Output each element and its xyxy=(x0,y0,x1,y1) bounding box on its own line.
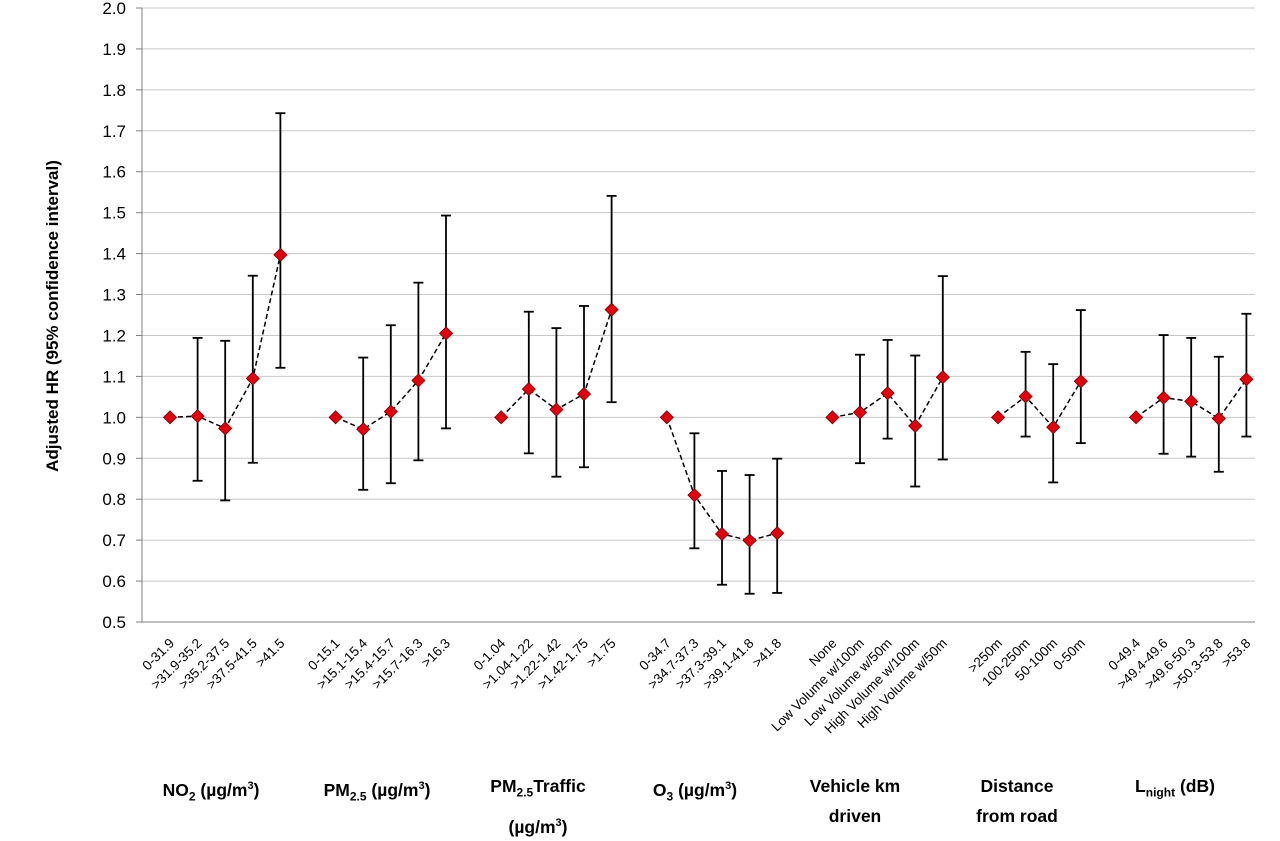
hr-point xyxy=(576,386,592,402)
group-label-distance: Distance from road xyxy=(976,776,1058,826)
y-tick-label: 1.2 xyxy=(102,326,126,345)
y-tick-label: 0.9 xyxy=(102,449,126,468)
hr-point xyxy=(1073,374,1088,389)
group-label-lnight: Lnight (dB) xyxy=(1135,776,1215,800)
y-tick-label: 1.0 xyxy=(102,408,126,427)
hr-point xyxy=(549,402,564,417)
hr-point xyxy=(1239,372,1254,387)
y-tick-label: 1.1 xyxy=(102,367,126,386)
hr-point xyxy=(1128,410,1144,425)
hr-point xyxy=(356,422,371,437)
hr-point xyxy=(825,410,840,425)
hr-point xyxy=(852,405,868,420)
series-line xyxy=(832,376,944,428)
y-tick-label: 0.8 xyxy=(102,490,126,509)
y-tick-label: 1.3 xyxy=(102,286,126,305)
category-label: >16.3 xyxy=(418,636,453,671)
category-label: >41.5 xyxy=(253,636,288,671)
hr-point xyxy=(521,382,536,397)
hr-point xyxy=(1046,420,1061,435)
y-tick-label: 1.6 xyxy=(102,163,126,182)
hr-point xyxy=(604,302,619,317)
hr-point xyxy=(687,488,702,503)
hr-point xyxy=(245,371,260,386)
data-series xyxy=(162,112,1254,595)
hr-point xyxy=(714,526,730,542)
group-label-vehicle-km: Vehicle km driven xyxy=(809,776,901,826)
hr-point xyxy=(742,533,757,548)
hr-point xyxy=(218,421,233,436)
group-label-pm25: PM2.5 (µg/m3) xyxy=(323,779,431,804)
series-line xyxy=(335,333,447,431)
category-label: >53.8 xyxy=(1219,636,1254,671)
y-tick-label: 0.6 xyxy=(102,572,126,591)
y-tick-label: 2.0 xyxy=(102,0,126,18)
hr-point xyxy=(770,526,785,541)
y-tick-label: 1.4 xyxy=(102,245,126,264)
hr-point xyxy=(659,410,674,425)
category-label: >1.75 xyxy=(584,636,619,671)
series-line xyxy=(997,380,1082,429)
hr-point xyxy=(162,410,178,425)
hr-point xyxy=(1156,390,1171,405)
category-labels: 0-31.9>31.9-35.2>35.2-37.5>37.5-41.5>41.… xyxy=(139,635,1253,736)
y-tick-label: 1.5 xyxy=(102,204,126,223)
hr-point xyxy=(494,410,509,425)
category-label: >41.8 xyxy=(750,636,785,671)
hr-point xyxy=(990,410,1006,425)
group-label-no2: NO2 (µg/m3) xyxy=(162,779,260,804)
hr-point xyxy=(383,404,398,419)
hr-point xyxy=(908,418,923,433)
grid-lines xyxy=(142,7,1255,623)
y-tick-label: 1.7 xyxy=(102,122,126,141)
hr-point xyxy=(328,410,343,425)
y-tick-label: 0.5 xyxy=(102,613,126,632)
category-label: 0-50m xyxy=(1050,636,1088,674)
hr-point xyxy=(190,409,205,424)
hr-point xyxy=(1018,389,1033,404)
hr-point xyxy=(438,326,454,341)
y-tick-label: 0.7 xyxy=(102,531,126,550)
hr-point xyxy=(1184,394,1199,409)
group-label-o3: O3 (µg/m3) xyxy=(652,779,738,804)
hr-point xyxy=(1211,411,1226,426)
y-axis-ticks: 0.5 0.6 0.7 0.8 0.9 1.0 1.1 1.2 1.3 1.4 1.5 1.6 1.7 1… xyxy=(102,0,126,632)
hr-point xyxy=(411,373,426,388)
y-tick-label: 1.9 xyxy=(102,40,126,59)
y-tick-label: 1.8 xyxy=(102,81,126,100)
hr-point xyxy=(880,386,895,401)
y-axis-label: Adjusted HR (95% confidence interval) xyxy=(43,160,62,472)
axes xyxy=(136,7,1255,623)
hr-point xyxy=(273,247,288,262)
hr-point xyxy=(935,370,950,385)
group-label-pm25-traffic: PM2.5Traffic (µg/m3) xyxy=(490,776,586,837)
